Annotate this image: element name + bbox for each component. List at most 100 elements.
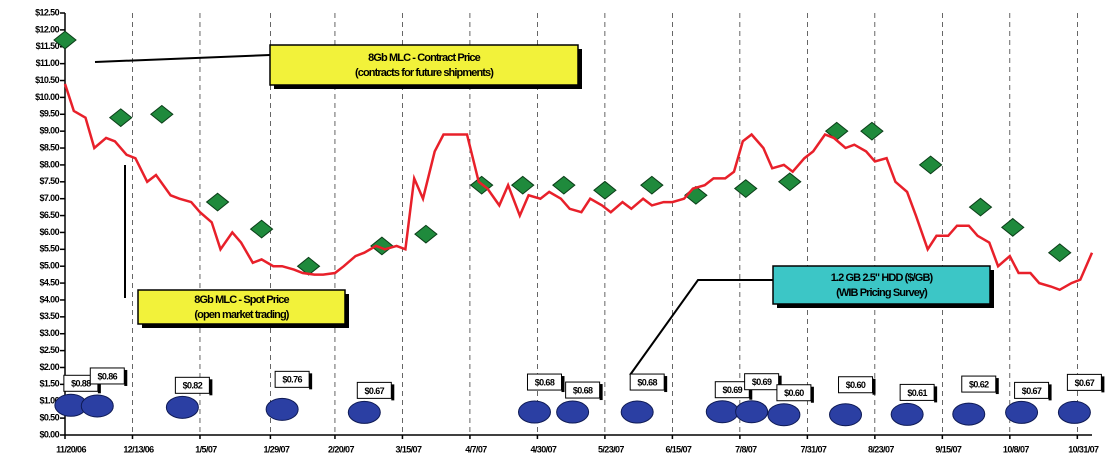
contract-price-marker	[414, 224, 438, 244]
connector	[629, 279, 773, 376]
contract-price-marker	[1000, 217, 1025, 237]
value-label-shadow	[749, 383, 753, 400]
hdd-price-marker	[767, 403, 801, 427]
value-label-shadow	[810, 386, 814, 403]
y-tick-label: $12.50	[35, 7, 60, 17]
x-tick-label: 9/15/07	[935, 444, 961, 454]
connector	[94, 54, 271, 63]
value-label: $0.68	[535, 377, 555, 387]
value-label-shadow	[1048, 384, 1052, 401]
hdd-price-marker	[890, 402, 924, 426]
x-tick-label: 4/7/07	[465, 444, 487, 454]
hdd-price-marker	[556, 400, 590, 424]
contract-price-marker	[370, 236, 394, 256]
y-tick-label: $11.00	[36, 58, 60, 68]
value-label-shadow	[209, 379, 213, 396]
x-tick-label: 10/31/07	[1068, 444, 1099, 454]
contract-price-marker	[249, 219, 274, 239]
contract-price-marker	[108, 108, 133, 128]
hdd-price-marker	[952, 402, 986, 426]
contract-price-marker	[860, 121, 884, 141]
x-tick-label: 10/8/07	[1003, 444, 1029, 454]
contract-price-marker	[733, 179, 758, 198]
value-label-shadow	[391, 384, 395, 401]
series-note: (open market trading)	[194, 309, 289, 321]
value-label-shadow	[934, 386, 938, 403]
series-name: 8Gb MLC - Contract Price	[368, 52, 480, 64]
value-label-shadow	[599, 384, 603, 401]
y-tick-label: $0.00	[39, 429, 59, 439]
y-tick-label: $11.50	[36, 41, 60, 51]
contract-price-marker	[552, 175, 576, 195]
hdd-price-marker	[829, 403, 863, 427]
y-tick-label: $0.50	[39, 412, 59, 422]
annotation-box	[772, 265, 991, 305]
contract-price-marker	[968, 197, 993, 217]
contract-price-marker	[53, 30, 77, 50]
hdd-price-marker	[1057, 400, 1091, 424]
value-label: $0.86	[98, 371, 118, 381]
value-label-shadow	[309, 373, 313, 390]
value-label: $0.68	[573, 385, 593, 395]
value-label: $0.67	[1075, 378, 1095, 388]
spot-price-line	[63, 83, 1094, 292]
y-tick-label: $3.00	[39, 328, 59, 338]
series-note: (contracts for future shipments)	[355, 67, 494, 79]
y-tick-label: $6.00	[39, 227, 59, 237]
x-tick-label: 3/15/07	[396, 444, 422, 454]
y-tick-label: $10.50	[35, 75, 60, 85]
y-tick-label: $7.00	[39, 193, 59, 203]
hdd-price-marker	[705, 400, 739, 424]
value-label: $0.68	[637, 377, 657, 387]
y-tick-label: $4.50	[39, 277, 59, 287]
contract-price-marker	[1047, 243, 1072, 263]
y-tick-label: $3.50	[39, 311, 59, 321]
value-label: $0.69	[752, 377, 772, 387]
y-tick-label: $9.00	[39, 126, 59, 136]
value-label: $0.62	[969, 379, 989, 389]
value-label-shadow	[872, 378, 876, 395]
value-label: $0.60	[784, 388, 804, 398]
y-tick-label: $5.00	[39, 261, 59, 271]
x-tick-label: 1/5/07	[195, 444, 217, 454]
contract-price-marker	[640, 175, 664, 195]
y-tick-label: $1.00	[39, 396, 59, 406]
value-label-shadow	[778, 375, 782, 392]
hdd-price-marker	[620, 400, 654, 424]
value-label-shadow	[995, 378, 999, 395]
y-tick-label: $4.00	[39, 294, 59, 304]
contract-price-marker	[510, 175, 535, 195]
value-label-shadow	[664, 376, 668, 393]
y-tick-label: $8.50	[39, 142, 59, 152]
hdd-price-marker	[80, 394, 114, 418]
y-tick-label: $7.50	[39, 176, 59, 186]
y-tick-label: $2.00	[39, 362, 59, 372]
y-tick-label: $12.00	[35, 24, 60, 34]
y-tick-label: $5.50	[39, 244, 59, 254]
x-tick-label: 8/23/07	[868, 444, 894, 454]
value-label: $0.60	[846, 380, 866, 390]
value-label: $0.67	[1022, 386, 1042, 396]
annotation-box	[269, 44, 579, 86]
value-label: $0.82	[183, 381, 203, 391]
value-label: $0.67	[365, 386, 385, 396]
x-tick-label: 11/20/06	[56, 444, 86, 454]
value-label: $0.88	[71, 379, 91, 389]
value-label-shadow	[97, 377, 101, 394]
y-tick-label: $2.50	[39, 345, 59, 355]
x-tick-label: 1/29/07	[263, 444, 289, 454]
y-tick-label: $8.00	[39, 159, 59, 169]
hdd-price-marker	[347, 400, 381, 424]
x-tick-label: 4/30/07	[531, 444, 557, 454]
x-tick-label: 7/8/07	[735, 444, 757, 454]
y-tick-label: $1.50	[39, 379, 59, 389]
y-tick-label: $9.50	[39, 109, 59, 119]
y-tick-label: $10.00	[35, 92, 60, 102]
contract-price-marker	[777, 172, 802, 192]
x-tick-label: 6/15/07	[665, 444, 691, 454]
series-name: 8Gb MLC - Spot Price	[194, 294, 289, 306]
contract-price-marker	[918, 155, 943, 175]
x-tick-label: 2/20/07	[328, 444, 354, 454]
y-tick-label: $6.50	[39, 210, 59, 220]
